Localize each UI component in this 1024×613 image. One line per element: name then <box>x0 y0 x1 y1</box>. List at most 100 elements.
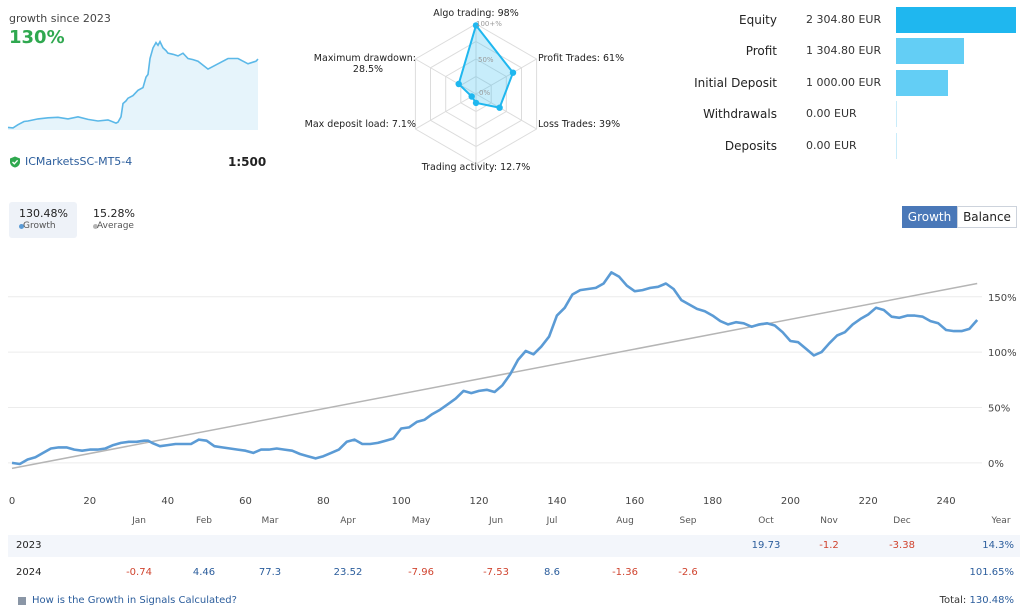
radar-grid <box>414 23 538 165</box>
radar-point <box>496 104 503 111</box>
stat-withdrawals: Withdrawals 0.00 EUR <box>690 101 1020 127</box>
month-header: Dec <box>893 516 911 526</box>
x-tick-label: 100 <box>392 496 411 507</box>
radar-scale-full: 100+% <box>476 20 502 28</box>
verified-shield-icon <box>10 156 20 167</box>
y-tick-label: 150% <box>988 293 1017 304</box>
row-year-label: 2024 <box>16 567 42 578</box>
row-year-label: 2023 <box>16 540 42 551</box>
radar-label-drawdown: Maximum drawdown: <box>314 53 416 64</box>
mini-chart-area <box>8 41 258 130</box>
radar-spoke <box>415 58 477 95</box>
radar-point <box>472 99 480 107</box>
legend-growth-name: Growth <box>23 221 56 231</box>
total-label: Total: <box>939 595 967 606</box>
month-value-cell: -1.2 <box>819 540 839 551</box>
month-header: Aug <box>616 516 634 526</box>
x-tick-label: 0 <box>9 496 15 507</box>
balance-tab-button[interactable]: Balance <box>957 206 1017 228</box>
stat-bar <box>896 70 949 96</box>
stat-bar <box>896 7 1016 33</box>
stat-label: Profit <box>745 44 777 58</box>
stat-profit: Profit 1 304.80 EUR <box>690 38 1020 64</box>
y-tick-label: 0% <box>988 459 1004 470</box>
radar-point <box>455 80 462 88</box>
radar-points <box>455 22 517 111</box>
stat-value: 0.00 EUR <box>806 139 857 152</box>
month-header: Sep <box>679 516 697 526</box>
broker-server[interactable]: ICMarketsSC-MT5-4 <box>9 155 132 168</box>
mini-chart-line <box>7 39 259 129</box>
legend-average-toggle[interactable]: 15.28% Average <box>83 202 151 238</box>
month-header: Oct <box>758 516 774 526</box>
radar-scale-zero: 0% <box>479 89 490 97</box>
stat-label: Equity <box>739 13 777 27</box>
month-value-cell: -2.6 <box>678 567 698 578</box>
growth-line-chart: 0% 50% 100% 150% 0 20 40 60 80 100 120 140 160 180 200… <box>8 271 1017 507</box>
radar-spoke <box>475 93 537 130</box>
legend-growth-toggle[interactable]: 130.48% Growth <box>9 202 77 238</box>
month-header: Mar <box>261 516 279 526</box>
month-value-cell: 77.3 <box>258 567 282 578</box>
year-row-2024: 2024 -0.74 4.46 77.3 23.52 -7.96 -7.53 8.6 -1.36… <box>8 562 1020 584</box>
radar-label-drawdown-value: 28.5% <box>353 64 383 75</box>
x-tick-label: 180 <box>703 496 722 507</box>
month-header: Jun <box>488 516 504 526</box>
year-total-cell: 14.3% <box>982 540 1014 551</box>
faq-text[interactable]: How is the Growth in Signals Calculated? <box>32 595 237 606</box>
growth-line <box>11 271 979 466</box>
month-header: Nov <box>820 516 838 526</box>
x-tick-label: 120 <box>469 496 488 507</box>
legend-growth-dot <box>19 224 24 229</box>
growth-faq-link[interactable]: How is the Growth in Signals Calculated? <box>18 595 237 606</box>
legend-growth-value: 130.48% <box>19 207 68 220</box>
x-tick-label: 200 <box>781 496 800 507</box>
stat-initial-deposit: Initial Deposit 1 000.00 EUR <box>690 70 1020 96</box>
stat-value: 1 304.80 EUR <box>806 44 882 57</box>
radar-point <box>509 69 517 76</box>
month-header: Feb <box>196 516 212 526</box>
average-line <box>11 282 978 470</box>
month-header: May <box>411 516 431 526</box>
x-tick-label: 60 <box>239 496 252 507</box>
mini-growth-chart <box>7 39 259 130</box>
broker-name[interactable]: ICMarketsSC-MT5-4 <box>25 155 133 168</box>
growth-tab-button[interactable]: Growth <box>902 206 957 228</box>
month-value-cell: -7.53 <box>483 567 509 578</box>
stat-value: 2 304.80 EUR <box>806 13 882 26</box>
stat-label: Deposits <box>724 139 777 153</box>
month-value-cell: -7.96 <box>408 567 434 578</box>
radar-chart: 100+% 50% 0% Algo trading: 98% Profit Tr… <box>305 8 624 173</box>
stat-value: 0.00 EUR <box>806 107 857 120</box>
total-growth: Total: 130.48% <box>940 595 1014 606</box>
x-tick-label: 20 <box>83 496 96 507</box>
radar-label-algo: Algo trading: 98% <box>433 8 519 19</box>
stat-label: Initial Deposit <box>694 76 777 90</box>
month-value-cell: 8.6 <box>544 567 560 578</box>
radar-scale-half: 50% <box>478 56 494 64</box>
radar-label-profit: Profit Trades: 61% <box>538 53 624 64</box>
month-value-cell: 19.73 <box>751 540 781 551</box>
x-tick-label: 220 <box>859 496 878 507</box>
stat-deposits: Deposits 0.00 EUR <box>690 133 1020 159</box>
stat-bar <box>896 38 964 64</box>
legend-average-dot <box>93 224 98 229</box>
stat-label: Withdrawals <box>703 107 777 121</box>
x-tick-label: 160 <box>625 496 644 507</box>
month-value-cell: -1.36 <box>612 567 638 578</box>
month-header: Jan <box>132 516 146 526</box>
month-value-cell: 23.52 <box>333 567 363 578</box>
stat-bar <box>896 101 897 127</box>
x-tick-label: 40 <box>161 496 174 507</box>
stat-equity: Equity 2 304.80 EUR <box>690 7 1020 33</box>
y-tick-label: 50% <box>988 404 1010 415</box>
month-header: Apr <box>340 516 356 526</box>
growth-since-label: growth since 2023 <box>9 12 111 25</box>
y-tick-label: 100% <box>988 348 1017 359</box>
year-header: Year <box>991 516 1011 526</box>
month-value-cell: -0.74 <box>126 567 152 578</box>
growth-percent: 130% <box>9 27 65 48</box>
radar-label-activity: Trading activity: 12.7% <box>421 162 531 173</box>
radar-spoke <box>475 58 537 95</box>
radar-label-load: Max deposit load: 7.1% <box>305 119 416 130</box>
